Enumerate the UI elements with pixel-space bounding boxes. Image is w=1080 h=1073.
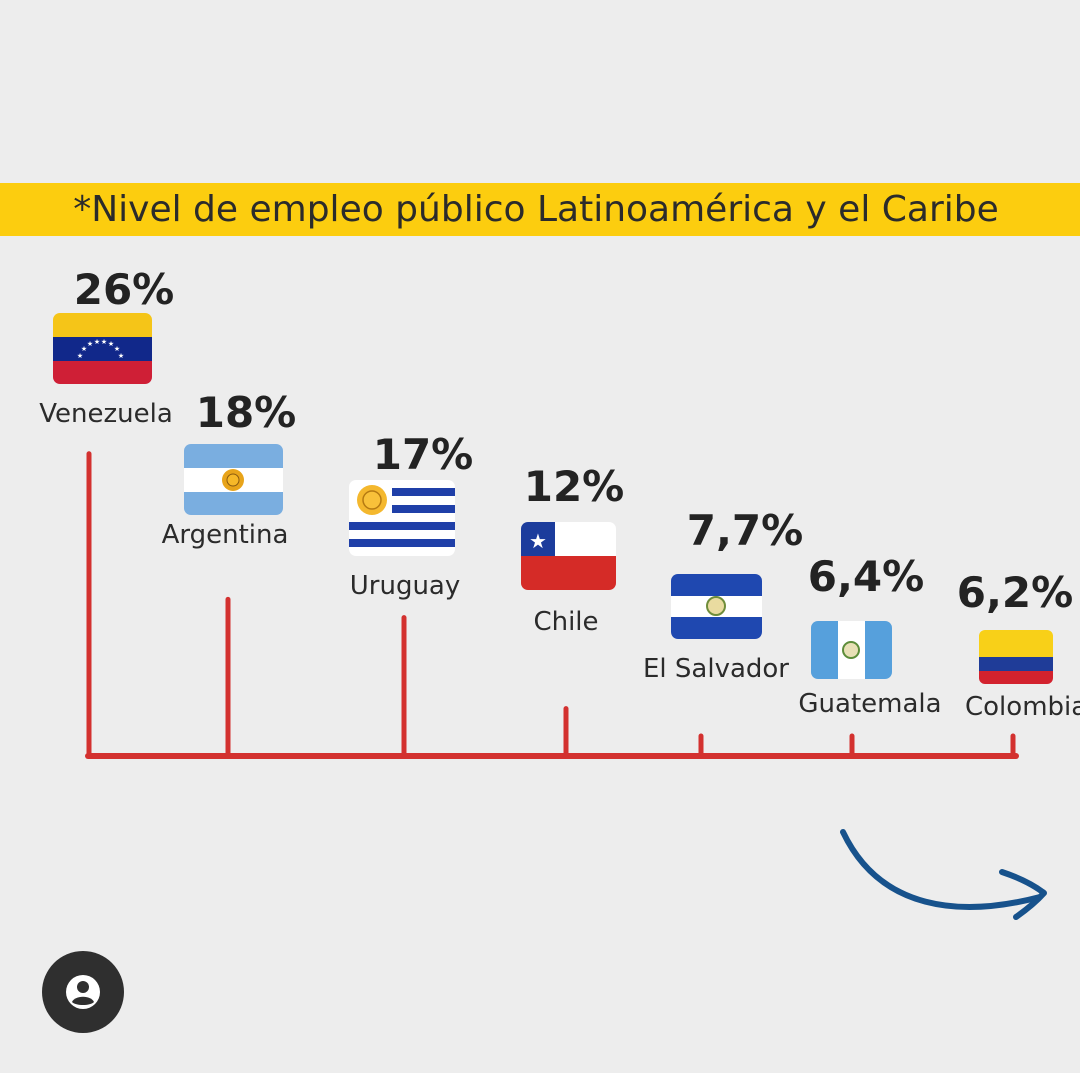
svg-text:★: ★ [529,529,547,553]
title-banner [0,183,1080,236]
category-label-el-salvador: El Salvador [643,654,789,684]
value-label-guatemala: 6,4% [808,552,924,601]
chart-title: *Nivel de empleo público Latinoamérica y… [73,189,999,230]
value-label-uruguay: 17% [373,430,474,479]
category-label-argentina: Argentina [162,520,289,550]
svg-text:★: ★ [118,352,124,360]
colombia-flag-icon [979,630,1053,684]
user-icon [66,975,100,1009]
svg-text:★: ★ [114,345,120,353]
category-label-guatemala: Guatemala [798,689,941,719]
value-label-venezuela: 26% [74,265,175,314]
bars-group [86,451,1016,759]
chile-flag-icon: ★ [521,522,616,590]
category-label-chile: Chile [533,607,598,637]
svg-text:★: ★ [77,352,83,360]
value-label-el-salvador: 7,7% [687,506,803,555]
venezuela-flag-icon: ★★★ ★ ★ ★ ★★ [53,313,152,384]
argentina-flag-icon [184,444,283,515]
el-salvador-flag-icon [671,574,762,639]
category-label-colombia: Colombia [965,692,1080,722]
value-label-chile: 12% [524,462,625,511]
category-label-uruguay: Uruguay [350,571,461,601]
value-label-argentina: 18% [196,388,297,437]
svg-text:★: ★ [87,340,93,348]
svg-text:★: ★ [81,345,87,353]
guatemala-flag-icon [811,621,892,679]
curved-arrow-right-icon[interactable] [840,829,1047,920]
user-profile-button[interactable] [42,951,124,1033]
category-label-venezuela: Venezuela [39,399,173,429]
svg-text:★: ★ [108,340,114,348]
uruguay-flag-icon [349,480,455,556]
svg-text:★: ★ [101,338,107,346]
value-label-colombia: 6,2% [957,568,1073,617]
svg-text:★: ★ [94,338,100,346]
